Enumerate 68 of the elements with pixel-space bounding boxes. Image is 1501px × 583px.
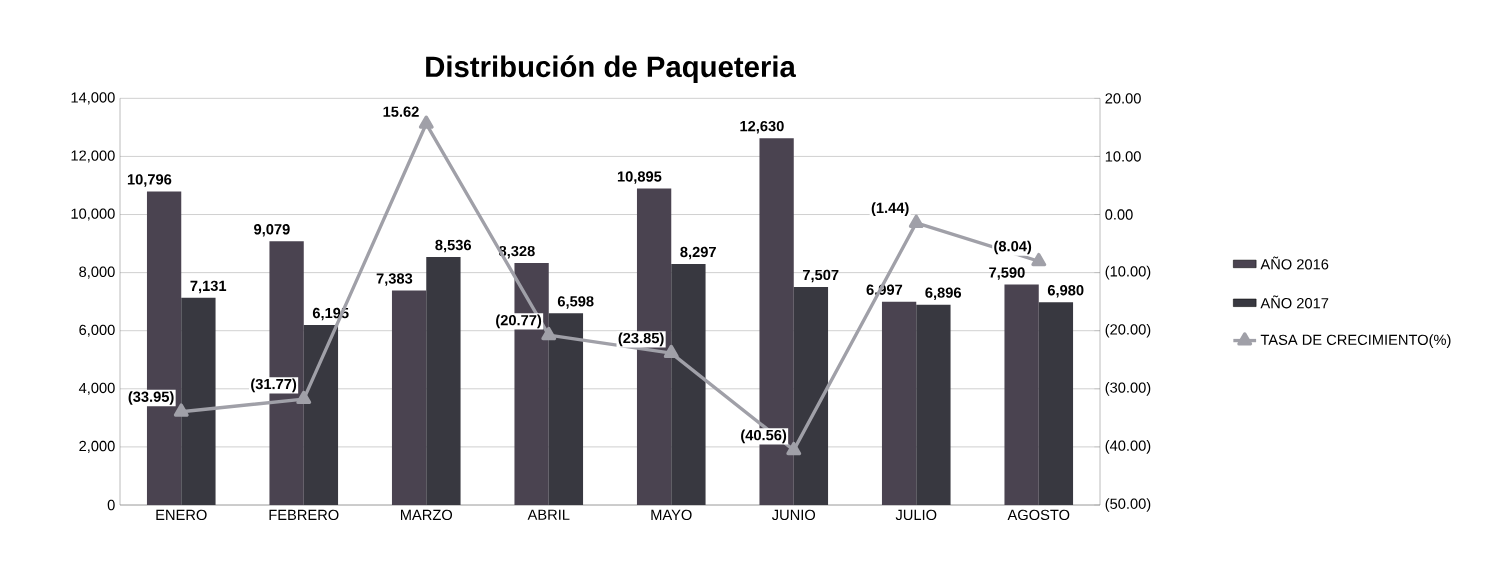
data-label: 9,079 [254, 224, 290, 237]
y2-tick-label: (10.00) [1105, 265, 1151, 280]
data-label: 10,796 [127, 174, 172, 187]
bar [303, 325, 339, 505]
data-label: 8,536 [435, 239, 472, 253]
data-label: (23.85) [618, 332, 664, 347]
chart-title: Distribución de Paqueteria [426, 55, 796, 83]
data-label: (33.95) [128, 391, 174, 405]
point [663, 344, 679, 359]
data-label: 7,131 [190, 280, 227, 294]
data-label: (8.04) [994, 240, 1032, 255]
y2-tick-label: (20.00) [1105, 323, 1151, 338]
y-tick-label: 8,000 [79, 266, 115, 279]
y2-tick-label: 10.00 [1105, 151, 1141, 162]
data-label: 7,590 [989, 267, 1025, 280]
y-tick-label: 12,000 [71, 150, 115, 163]
data-label: (20.77) [496, 314, 542, 329]
bar [548, 313, 584, 505]
y2-tick-label: 0.00 [1105, 209, 1133, 220]
point [173, 403, 189, 417]
data-label: 6,896 [925, 287, 962, 300]
y2-tick-label: (50.00) [1105, 498, 1151, 512]
data-label: (1.44) [871, 202, 909, 216]
bar [391, 290, 427, 505]
bar [793, 286, 829, 505]
data-label: 6,980 [1047, 285, 1084, 298]
x-tick-label: ENERO [156, 509, 207, 521]
point [541, 326, 557, 341]
data-label: (31.77) [251, 378, 297, 393]
bar [426, 257, 461, 505]
data-label: 7,383 [376, 273, 413, 286]
point [418, 115, 434, 129]
x-tick-label: MAYO [651, 509, 692, 521]
point [1031, 252, 1047, 267]
bar [671, 263, 706, 505]
bar [881, 301, 917, 505]
legend-label: AÑO 2017 [1260, 295, 1329, 309]
data-label: 6,598 [557, 296, 594, 309]
y-tick-label: 0 [107, 499, 115, 511]
x-tick-label: FEBRERO [269, 509, 339, 521]
y2-tick-label: 20.00 [1105, 93, 1141, 104]
data-label: 8,297 [680, 246, 716, 260]
data-label: 15.62 [383, 106, 419, 117]
x-tick-label: AGOSTO [1007, 509, 1070, 521]
y-tick-label: 4,000 [78, 382, 115, 395]
data-label: 12,630 [740, 120, 784, 134]
legend-label: AÑO 2016 [1260, 256, 1329, 270]
point [296, 390, 312, 405]
y2-tick-label: (40.00) [1105, 440, 1151, 454]
bar [1038, 302, 1074, 505]
data-label: (40.56) [741, 429, 787, 444]
bar [916, 304, 951, 505]
x-tick-label: JULIO [895, 509, 937, 521]
y-tick-label: 10,000 [71, 208, 115, 221]
bar [1004, 284, 1039, 505]
x-tick-label: MARZO [400, 509, 453, 521]
legend-label: TASA DE CRECIMIENTO(%) [1260, 334, 1451, 348]
data-label: 7,507 [802, 269, 839, 283]
y2-tick-label: (30.00) [1105, 381, 1151, 396]
point [908, 214, 924, 228]
data-label: 10,895 [617, 171, 662, 184]
bar [181, 297, 216, 505]
y-tick-label: 14,000 [71, 92, 115, 105]
y-tick-label: 6,000 [79, 324, 115, 337]
y-tick-label: 2,000 [79, 440, 115, 453]
x-tick-label: ABRIL [527, 509, 570, 520]
x-tick-label: JUNIO [771, 509, 816, 521]
point [786, 441, 802, 456]
